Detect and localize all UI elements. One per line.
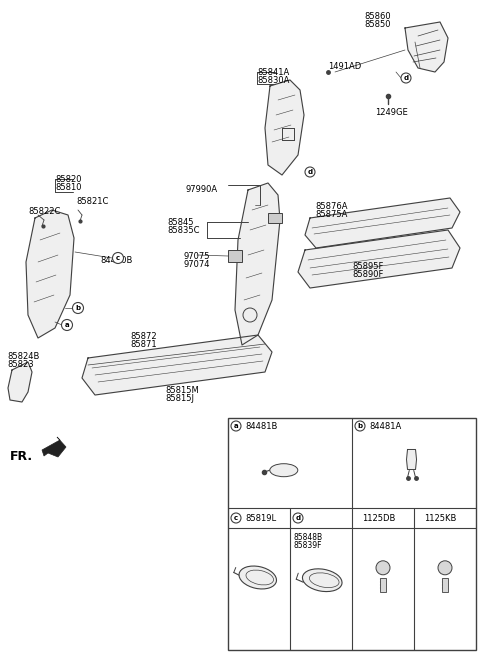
Polygon shape bbox=[82, 335, 272, 395]
Text: 84481B: 84481B bbox=[245, 422, 277, 431]
Circle shape bbox=[355, 421, 365, 431]
Text: 85850: 85850 bbox=[364, 20, 391, 29]
Text: 1125DB: 1125DB bbox=[362, 514, 396, 523]
Text: c: c bbox=[234, 515, 238, 521]
Ellipse shape bbox=[239, 566, 276, 589]
Circle shape bbox=[305, 167, 315, 177]
Circle shape bbox=[72, 303, 84, 313]
Text: 84480B: 84480B bbox=[100, 256, 132, 265]
Polygon shape bbox=[407, 449, 417, 470]
Bar bbox=[442, 577, 448, 592]
Text: 85848B: 85848B bbox=[294, 533, 323, 542]
Text: 85820: 85820 bbox=[55, 175, 82, 184]
Text: 85821C: 85821C bbox=[76, 197, 108, 206]
Circle shape bbox=[293, 513, 303, 523]
Text: 85860: 85860 bbox=[364, 12, 391, 21]
Ellipse shape bbox=[270, 464, 298, 477]
Circle shape bbox=[401, 73, 411, 83]
Polygon shape bbox=[265, 80, 304, 175]
Text: 85830A: 85830A bbox=[257, 76, 289, 85]
Text: 85872: 85872 bbox=[130, 332, 156, 341]
Text: 85822C: 85822C bbox=[28, 207, 60, 216]
Text: 85845: 85845 bbox=[167, 218, 193, 227]
Polygon shape bbox=[42, 437, 66, 457]
Text: 85823: 85823 bbox=[7, 360, 34, 369]
Text: 85876A: 85876A bbox=[315, 202, 348, 211]
Text: 85890F: 85890F bbox=[352, 270, 384, 279]
Circle shape bbox=[376, 560, 390, 575]
Polygon shape bbox=[298, 230, 460, 288]
Polygon shape bbox=[235, 183, 280, 345]
Text: 84481A: 84481A bbox=[369, 422, 401, 431]
Text: a: a bbox=[234, 423, 238, 429]
Text: a: a bbox=[65, 322, 69, 328]
Text: 1125KB: 1125KB bbox=[424, 514, 456, 523]
Bar bbox=[268, 213, 282, 223]
Text: 85835C: 85835C bbox=[167, 226, 200, 235]
Text: b: b bbox=[358, 423, 362, 429]
Text: 97990A: 97990A bbox=[186, 185, 218, 194]
Text: 1491AD: 1491AD bbox=[328, 62, 361, 71]
Text: 85815M: 85815M bbox=[165, 386, 199, 395]
Text: 85875A: 85875A bbox=[315, 210, 348, 219]
Text: 97074: 97074 bbox=[183, 260, 209, 269]
Text: 85895F: 85895F bbox=[352, 262, 384, 271]
Bar bbox=[228, 418, 476, 650]
Text: d: d bbox=[295, 515, 300, 521]
Circle shape bbox=[112, 252, 123, 264]
Circle shape bbox=[231, 421, 241, 431]
Polygon shape bbox=[405, 22, 448, 72]
Circle shape bbox=[61, 320, 72, 330]
Polygon shape bbox=[8, 362, 32, 402]
Polygon shape bbox=[26, 210, 74, 338]
Bar bbox=[228, 250, 242, 262]
Ellipse shape bbox=[302, 569, 342, 592]
Text: 85839F: 85839F bbox=[294, 541, 323, 550]
Text: 85815J: 85815J bbox=[165, 394, 194, 403]
Text: 85810: 85810 bbox=[55, 183, 82, 192]
Text: 97075: 97075 bbox=[183, 252, 209, 261]
Text: 1249GE: 1249GE bbox=[375, 108, 408, 117]
Polygon shape bbox=[305, 198, 460, 248]
Text: FR.: FR. bbox=[10, 450, 33, 463]
Text: 85841A: 85841A bbox=[257, 68, 289, 77]
Text: 85819L: 85819L bbox=[245, 514, 276, 523]
Bar bbox=[380, 577, 386, 592]
Text: c: c bbox=[116, 255, 120, 261]
Text: 85871: 85871 bbox=[130, 340, 156, 349]
Text: 85824B: 85824B bbox=[7, 352, 39, 361]
Text: b: b bbox=[75, 305, 81, 311]
Text: d: d bbox=[403, 75, 408, 81]
Circle shape bbox=[231, 513, 241, 523]
Circle shape bbox=[438, 560, 452, 575]
Text: d: d bbox=[307, 169, 312, 175]
